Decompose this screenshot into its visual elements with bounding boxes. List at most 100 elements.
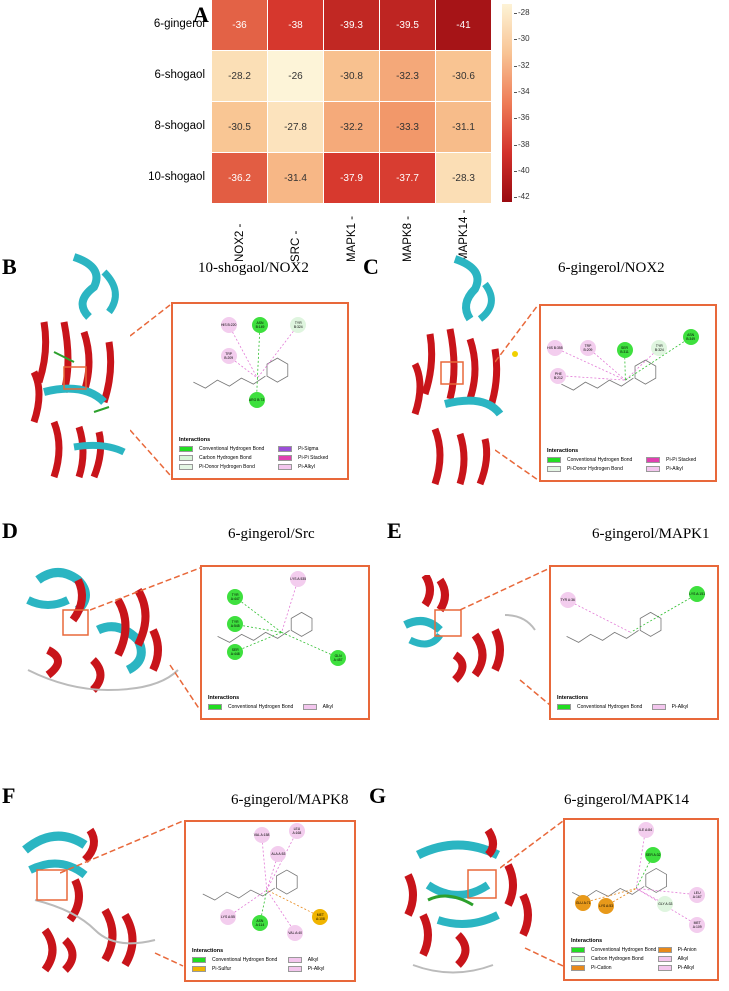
- heatmap-row-label: 8-shogaol: [154, 120, 205, 132]
- legend-label: Alkyl: [677, 956, 689, 962]
- legend-item: Carbon Hydrogen Bond: [571, 956, 644, 962]
- legend-swatch: [571, 956, 585, 962]
- residue-node: SER B:311: [616, 341, 633, 358]
- legend-item: Pi-Sulfur: [192, 966, 231, 972]
- heatmap-cell: -36.2: [212, 153, 268, 204]
- legend-label: Conventional Hydrogen Bond: [199, 446, 265, 452]
- residue-node: TYR B:324: [651, 339, 668, 356]
- legend-item: Pi-Alkyl: [287, 966, 325, 972]
- legend-swatch: [278, 455, 293, 461]
- residue-node: TYR A:447: [227, 589, 244, 606]
- legend-item: Pi-Donor Hydrogen Bond: [179, 464, 255, 470]
- panel-title-c: 6-gingerol/NOX2: [558, 260, 665, 276]
- heatmap-cell: -32.3: [380, 51, 436, 102]
- ligand-structure: [566, 593, 698, 643]
- legend-swatch: [287, 966, 302, 972]
- panel-letter-d: D: [2, 518, 18, 543]
- heatmap-cell: -31.1: [436, 102, 492, 153]
- residue-node: PHE B:212: [550, 367, 567, 384]
- legend-swatch: [179, 455, 193, 461]
- zoom-lines-e: [460, 567, 551, 706]
- colorbar-tick-label: -42: [514, 192, 530, 202]
- legend-label: Conventional Hydrogen Bond: [212, 957, 278, 963]
- residue-node: MET A:108: [312, 908, 329, 925]
- protein-structure-d: [26, 568, 179, 693]
- protein-structure-e: [403, 575, 536, 683]
- heatmap-cell: -38: [268, 0, 324, 51]
- heatmap-cell: -41: [436, 0, 492, 51]
- interaction-diagram-e: TYR A:36 LYS A:151 Interactions Conventiona…: [549, 565, 719, 720]
- heatmap-cell: -30.5: [212, 102, 268, 153]
- colorbar-tick-label: -34: [514, 86, 530, 96]
- panel-letter-f: F: [2, 783, 16, 808]
- legend-swatch: [192, 966, 206, 972]
- panel-title-g: 6-gingerol/MAPK14: [564, 792, 689, 808]
- residue-node: TRP B:209: [220, 348, 237, 365]
- legend-title: Interactions: [547, 448, 579, 454]
- legend-swatch: [287, 957, 302, 963]
- panel-title-b: 10-shogaol/NOX2: [198, 260, 309, 276]
- legend-item: Pi-Pi Stacked: [646, 457, 696, 463]
- legend-swatch: [571, 965, 585, 971]
- residue-node: SER A:32: [645, 846, 662, 863]
- legend-item: Pi-Donor Hydrogen Bond: [547, 466, 623, 472]
- zoom-lines-d: [90, 567, 201, 711]
- heatmap-col-label: MAPK1 -: [346, 215, 358, 262]
- legend-item: Pi-Sigma: [278, 446, 318, 452]
- legend-swatch: [547, 466, 561, 472]
- legend-item: Carbon Hydrogen Bond: [179, 455, 252, 461]
- heatmap-cell: -27.8: [268, 102, 324, 153]
- legend-title: Interactions: [179, 437, 211, 443]
- legend-item: Conventional Hydrogen Bond: [208, 704, 293, 710]
- panel-letter-a: A: [193, 2, 209, 27]
- legend-label: Conventional Hydrogen Bond: [591, 947, 657, 953]
- legend-swatch: [657, 947, 672, 953]
- legend-item: Conventional Hydrogen Bond: [557, 704, 642, 710]
- panel-letter-b: B: [2, 254, 17, 279]
- legend-swatch: [208, 704, 222, 710]
- residue-node: TYR B:324: [290, 316, 307, 333]
- protein-structure-f: [22, 827, 156, 973]
- residue-node: GLU A:71: [575, 894, 592, 911]
- heatmap-cell: -30.8: [324, 51, 380, 102]
- legend-label: Conventional Hydrogen Bond: [228, 704, 294, 710]
- residue-node: TYR A:545: [227, 616, 244, 633]
- legend-label: Conventional Hydrogen Bond: [577, 704, 643, 710]
- legend-swatch: [646, 466, 661, 472]
- interaction-diagram-d: TYR A:447 TYR A:545 SER A:448 LYS A:535 GLN …: [200, 565, 370, 720]
- heatmap-cell: -37.9: [324, 153, 380, 204]
- residue-node: LEU A:168: [288, 823, 305, 840]
- legend-item: Pi-Alkyl: [278, 464, 315, 470]
- legend-item: Pi-Pi Stacked: [278, 455, 328, 461]
- legend-label: Carbon Hydrogen Bond: [199, 455, 252, 461]
- legend-item: Conventional Hydrogen Bond: [179, 446, 264, 452]
- legend-swatch: [571, 947, 585, 953]
- legend-label: Carbon Hydrogen Bond: [591, 956, 644, 962]
- legend-label: Pi-Alkyl: [307, 966, 325, 972]
- residue-node: VAL A:40: [287, 924, 304, 941]
- panel-letter-g: G: [369, 783, 387, 808]
- heatmap-cell: -28.2: [212, 51, 268, 102]
- legend-item: Conventional Hydrogen Bond: [571, 947, 656, 953]
- residue-node: HIS B:220: [220, 316, 237, 333]
- heatmap-cell: -26: [268, 51, 324, 102]
- residue-node: ARG B:73: [248, 391, 265, 408]
- legend-swatch: [646, 457, 661, 463]
- colorbar-tick-label: -38: [514, 139, 530, 149]
- legend-label: Pi-Alkyl: [677, 965, 695, 971]
- zoom-lines-g: [500, 820, 564, 967]
- legend-label: Alkyl: [307, 957, 319, 963]
- legend-label: Pi-Alkyl: [671, 704, 689, 710]
- legend-label: Pi-Alkyl: [666, 466, 683, 472]
- legend-item: Pi-Alkyl: [657, 965, 695, 971]
- legend-label: Conventional Hydrogen Bond: [567, 457, 633, 463]
- legend-item: Pi-Alkyl: [651, 704, 689, 710]
- zoom-lines-c: [495, 304, 539, 481]
- legend-label: Pi-Sigma: [298, 446, 319, 452]
- heatmap-cell: -31.4: [268, 153, 324, 204]
- legend-title: Interactions: [208, 695, 240, 701]
- legend-swatch: [302, 704, 317, 710]
- heatmap-col-label: NOX2 -: [234, 223, 246, 262]
- residue-node: VAL A:158: [253, 826, 270, 843]
- zoom-lines-b: [130, 304, 171, 476]
